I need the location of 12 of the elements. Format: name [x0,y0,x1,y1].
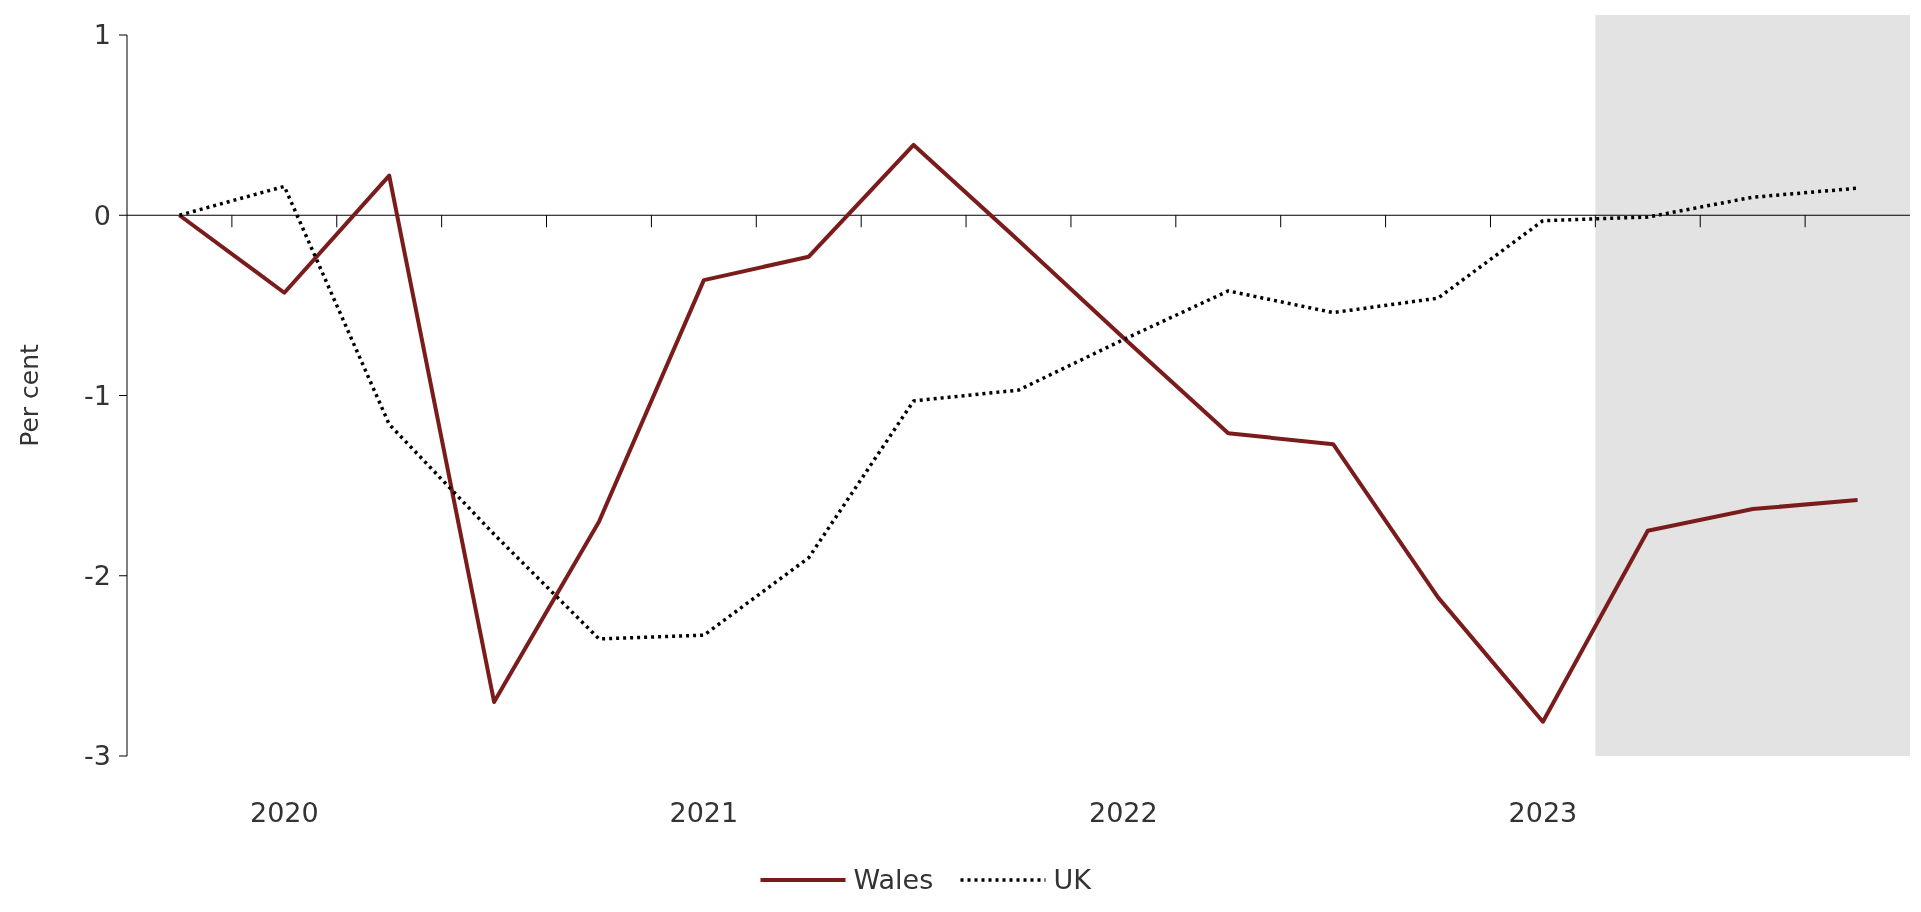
y-tick-label: 1 [93,19,111,51]
y-tick-label: -3 [84,740,111,772]
x-tick-label: 2022 [1089,797,1158,828]
legend-label: UK [1053,864,1093,896]
legend-label: Wales [853,864,934,896]
x-tick-label: 2021 [669,797,739,828]
y-tick-label: -1 [84,379,111,411]
x-tick-label: 2020 [249,797,319,828]
y-tick-label: 0 [93,199,111,231]
y-tick-label: -2 [84,560,111,592]
x-tick-label: 2023 [1508,797,1578,828]
y-axis-title: Per cent [15,344,44,447]
